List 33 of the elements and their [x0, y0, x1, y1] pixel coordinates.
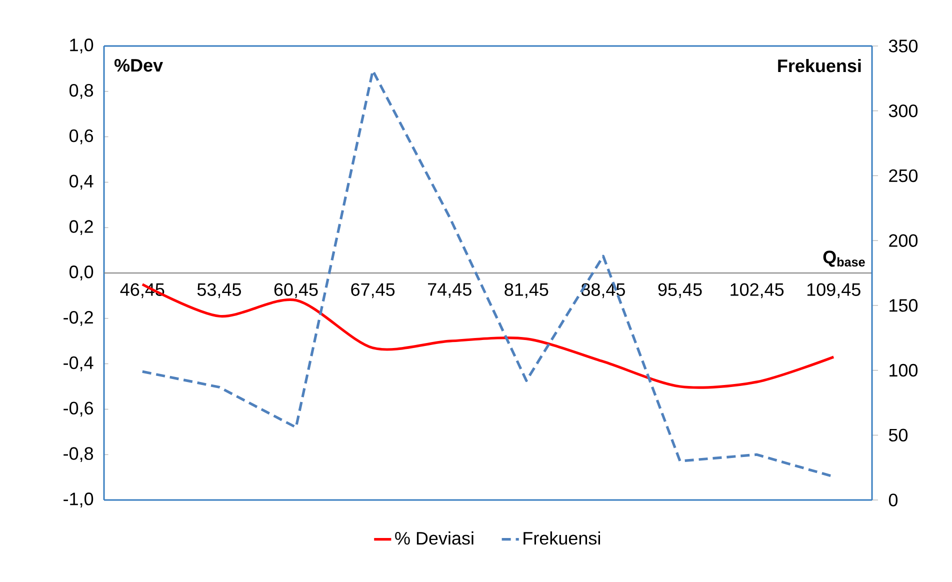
y-tick-label: -0,6 [64, 402, 94, 417]
legend-label: % Deviasi [395, 531, 474, 545]
x-tick-label: 102,45 [730, 283, 784, 298]
y-tick-label: -0,4 [64, 356, 94, 372]
y-tick-label: 0,4 [69, 174, 94, 190]
y2-axis-title: Frekuensi [778, 59, 861, 72]
y-tick-label: 0,2 [69, 220, 93, 236]
x-tick-label: 74,45 [428, 283, 472, 298]
x-tick-label: 53,45 [197, 283, 241, 298]
x-tick-label: 81,45 [504, 283, 548, 298]
x-tick-label: 60,45 [274, 283, 318, 298]
y-tick-label: -0,2 [64, 310, 93, 326]
y-tick-label: 0,8 [69, 84, 94, 99]
x-tick-label: 67,45 [351, 283, 395, 298]
y2-tick-label: 50 [888, 428, 908, 442]
y-axis-title: %Dev [114, 59, 163, 72]
legend-label: Frekuensi [524, 531, 600, 545]
y2-tick-label: 150 [890, 299, 918, 312]
x-tick-label: 95,45 [658, 283, 702, 298]
y-tick-label: -0,8 [64, 447, 94, 462]
y2-tick-label: 0 [888, 494, 898, 506]
y2-tick-label: 200 [889, 234, 918, 247]
x-tick-label: 88,45 [581, 283, 625, 298]
y-tick-label: 0,0 [69, 266, 94, 280]
y2-tick-label: 100 [890, 364, 918, 377]
x-tick-label: 109,45 [807, 283, 860, 298]
x-axis-title: Q$_{base}$ [823, 250, 865, 267]
y2-tick-label: 250 [889, 169, 918, 182]
y2-tick-label: 350 [888, 40, 918, 52]
y-tick-label: 1,0 [70, 38, 94, 54]
y-tick-label: -1,0 [64, 492, 94, 508]
y-tick-label: 0,6 [69, 129, 94, 144]
y2-tick-label: 300 [888, 104, 918, 118]
